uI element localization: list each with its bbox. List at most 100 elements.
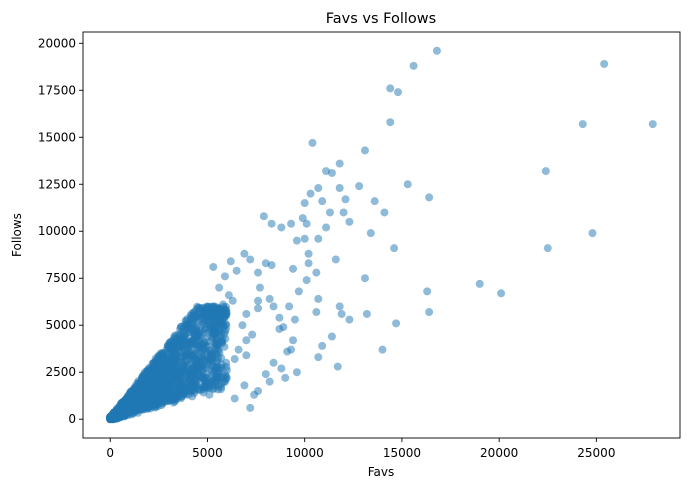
- data-point: [345, 316, 353, 324]
- data-point: [200, 339, 208, 347]
- data-point: [314, 295, 322, 303]
- y-tick-label: 20000: [38, 36, 76, 50]
- data-point: [260, 212, 268, 220]
- data-point: [213, 313, 221, 321]
- data-point: [328, 169, 336, 177]
- x-tick-label: 20000: [480, 446, 518, 460]
- data-point: [476, 280, 484, 288]
- data-point: [328, 333, 336, 341]
- data-point: [386, 118, 394, 126]
- data-point: [289, 336, 297, 344]
- data-point: [336, 184, 344, 192]
- data-point: [218, 338, 226, 346]
- data-point: [345, 218, 353, 226]
- data-point: [262, 370, 270, 378]
- data-point: [390, 244, 398, 252]
- data-point: [378, 346, 386, 354]
- data-point: [231, 395, 239, 403]
- data-point: [425, 308, 433, 316]
- data-point: [600, 60, 608, 68]
- data-point: [223, 366, 231, 374]
- data-point: [179, 363, 187, 371]
- data-point: [193, 317, 201, 325]
- data-point: [188, 392, 196, 400]
- data-point: [361, 146, 369, 154]
- data-point: [174, 371, 182, 379]
- data-point: [305, 259, 313, 267]
- data-point: [579, 120, 587, 128]
- data-point: [303, 220, 311, 228]
- data-point: [231, 355, 239, 363]
- data-point: [277, 223, 285, 231]
- data-point: [404, 180, 412, 188]
- data-point: [209, 263, 217, 271]
- data-point: [206, 319, 214, 327]
- data-point: [193, 303, 201, 311]
- y-tick-label: 0: [68, 412, 76, 426]
- data-point: [160, 398, 168, 406]
- y-tick-label: 5000: [45, 318, 76, 332]
- data-point: [497, 289, 505, 297]
- data-point: [394, 88, 402, 96]
- data-point: [229, 297, 237, 305]
- data-point: [332, 255, 340, 263]
- data-point: [256, 284, 264, 292]
- data-point: [289, 265, 297, 273]
- data-point: [221, 378, 229, 386]
- data-point: [303, 276, 311, 284]
- data-point: [326, 208, 334, 216]
- data-point: [248, 331, 256, 339]
- data-point: [295, 287, 303, 295]
- data-point: [242, 351, 250, 359]
- data-point: [240, 250, 248, 258]
- data-point: [293, 368, 301, 376]
- data-point: [371, 197, 379, 205]
- data-point: [156, 353, 164, 361]
- data-point: [307, 190, 315, 198]
- data-point: [123, 406, 131, 414]
- data-point: [179, 341, 187, 349]
- data-point: [169, 353, 177, 361]
- y-axis-label: Follows: [10, 213, 24, 257]
- data-point: [308, 139, 316, 147]
- data-point: [156, 376, 164, 384]
- data-point: [233, 267, 241, 275]
- data-point: [180, 388, 188, 396]
- data-point: [281, 374, 289, 382]
- data-point: [214, 354, 222, 362]
- y-tick-label: 12500: [38, 177, 76, 191]
- data-point: [192, 329, 200, 337]
- data-point: [215, 284, 223, 292]
- data-point: [246, 404, 254, 412]
- data-point: [246, 255, 254, 263]
- data-point: [173, 380, 181, 388]
- data-point: [242, 310, 250, 318]
- data-point: [314, 184, 322, 192]
- data-point: [334, 363, 342, 371]
- data-point: [238, 321, 246, 329]
- data-point: [410, 62, 418, 70]
- data-point: [312, 308, 320, 316]
- data-point: [275, 314, 283, 322]
- data-point: [240, 381, 248, 389]
- data-point: [200, 383, 208, 391]
- data-point: [277, 364, 285, 372]
- data-point: [213, 374, 221, 382]
- data-point: [305, 250, 313, 258]
- data-point: [191, 371, 199, 379]
- data-point: [125, 396, 133, 404]
- data-point: [254, 269, 262, 277]
- data-point: [355, 182, 363, 190]
- data-point: [386, 84, 394, 92]
- data-point: [268, 220, 276, 228]
- data-point: [266, 295, 274, 303]
- data-point: [392, 319, 400, 327]
- data-point: [336, 160, 344, 168]
- data-point: [140, 398, 148, 406]
- data-point: [250, 391, 258, 399]
- data-point: [205, 391, 213, 399]
- data-point: [147, 366, 155, 374]
- data-point: [285, 302, 293, 310]
- data-point: [217, 385, 225, 393]
